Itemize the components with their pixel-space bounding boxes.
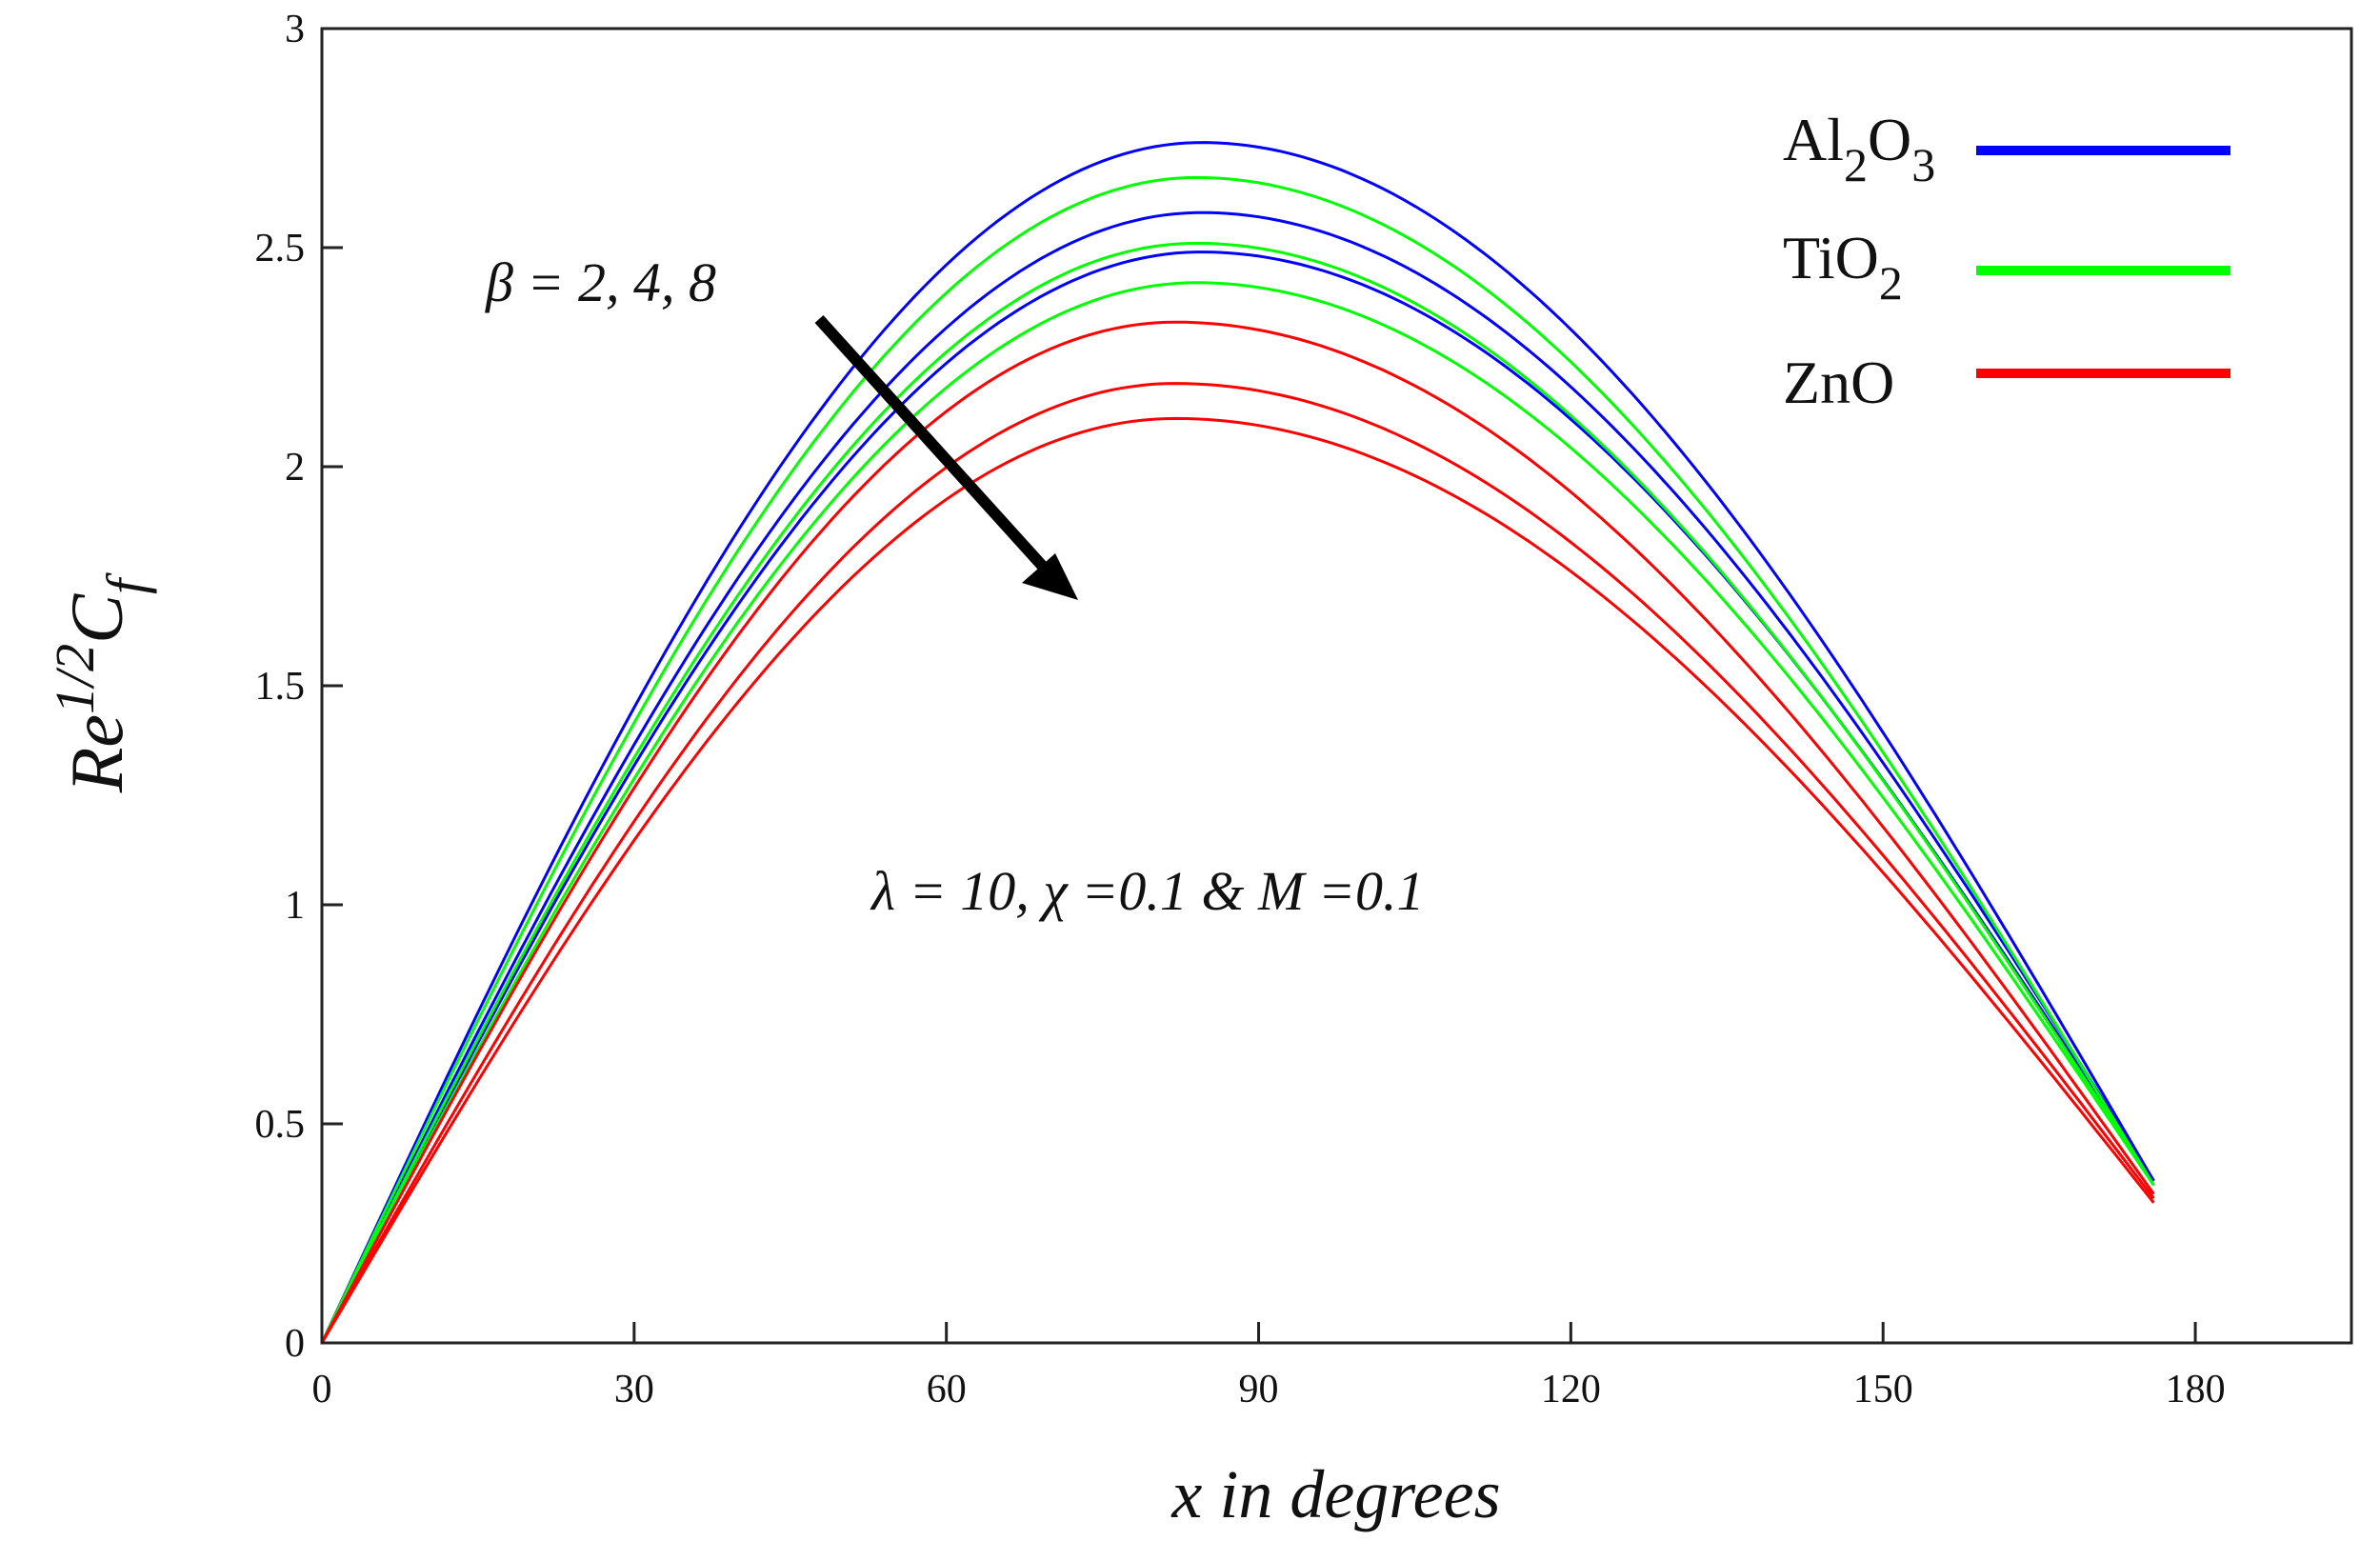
legend-label-al2o3-part3: O: [1868, 106, 1911, 173]
y-tick-label: 2.5: [255, 227, 306, 270]
x-axis-title: x in degrees: [1170, 1456, 1500, 1532]
series-line-zno-beta-4: [320, 382, 2155, 1344]
x-tick-label: 60: [927, 1368, 967, 1411]
y-axis-title-sup: 1/2: [44, 644, 106, 714]
beta-annotation: β = 2, 4, 8: [485, 251, 716, 313]
legend-label-al2o3-part2: 2: [1844, 138, 1868, 191]
series-line-al2o3-beta-4: [320, 210, 2155, 1344]
y-tick-label: 0.5: [255, 1103, 306, 1147]
legend-label-al2o3-part1: Al: [1783, 106, 1844, 173]
y-tick-label: 0: [285, 1322, 305, 1366]
tick-layer: 0 30 60 90 120 150 180 0 0.5 1 1.5 2 2.5 3: [255, 8, 2226, 1411]
series-line-zno-beta-8: [320, 416, 2155, 1344]
y-axis-title: Re1/2Cf: [44, 572, 157, 793]
series-line-al2o3-beta-2: [320, 141, 2155, 1344]
svg-text:Al2O3: Al2O3: [1783, 106, 1935, 191]
legend-entry-zno: ZnO: [1783, 349, 2230, 416]
y-tick-label: 3: [285, 8, 305, 51]
legend: Al2O3 TiO2 ZnO: [1783, 106, 2230, 416]
svg-text:Re1/2Cf: Re1/2Cf: [44, 572, 157, 793]
y-tick-label: 1: [285, 884, 305, 928]
series-line-tio2-beta-2: [320, 175, 2155, 1344]
svg-text:TiO2: TiO2: [1783, 224, 1903, 310]
legend-label-tio2-part2: 2: [1879, 256, 1903, 310]
x-tick-label: 90: [1239, 1368, 1279, 1411]
series-line-zno-beta-2: [320, 320, 2155, 1344]
y-axis-title-sub: f: [95, 572, 157, 594]
legend-label-tio2-part1: TiO: [1783, 224, 1879, 291]
x-tick-label: 180: [2166, 1368, 2226, 1411]
legend-label-al2o3-part4: 3: [1911, 138, 1935, 191]
y-tick-label: 1.5: [255, 665, 306, 709]
x-tick-label: 120: [1541, 1368, 1601, 1411]
parameters-annotation: λ = 10, χ =0.1 & M =0.1: [870, 860, 1424, 922]
x-tick-label: 150: [1853, 1368, 1913, 1411]
x-tick-label: 30: [614, 1368, 654, 1411]
y-axis-title-base: Re: [55, 714, 138, 793]
svg-text:ZnO: ZnO: [1783, 349, 1894, 416]
series-layer: [320, 141, 2155, 1344]
legend-entry-al2o3: Al2O3: [1783, 106, 2230, 191]
x-tick-label: 0: [312, 1368, 332, 1411]
legend-entry-tio2: TiO2: [1783, 224, 2230, 310]
legend-label-zno: ZnO: [1783, 349, 1894, 416]
plot-area: [320, 27, 2353, 1345]
y-axis-title-main: C: [55, 593, 138, 644]
series-line-tio2-beta-4: [320, 241, 2155, 1344]
y-tick-label: 2: [285, 446, 305, 490]
series-line-tio2-beta-8: [320, 281, 2155, 1344]
beta-arrow: [814, 314, 1078, 600]
